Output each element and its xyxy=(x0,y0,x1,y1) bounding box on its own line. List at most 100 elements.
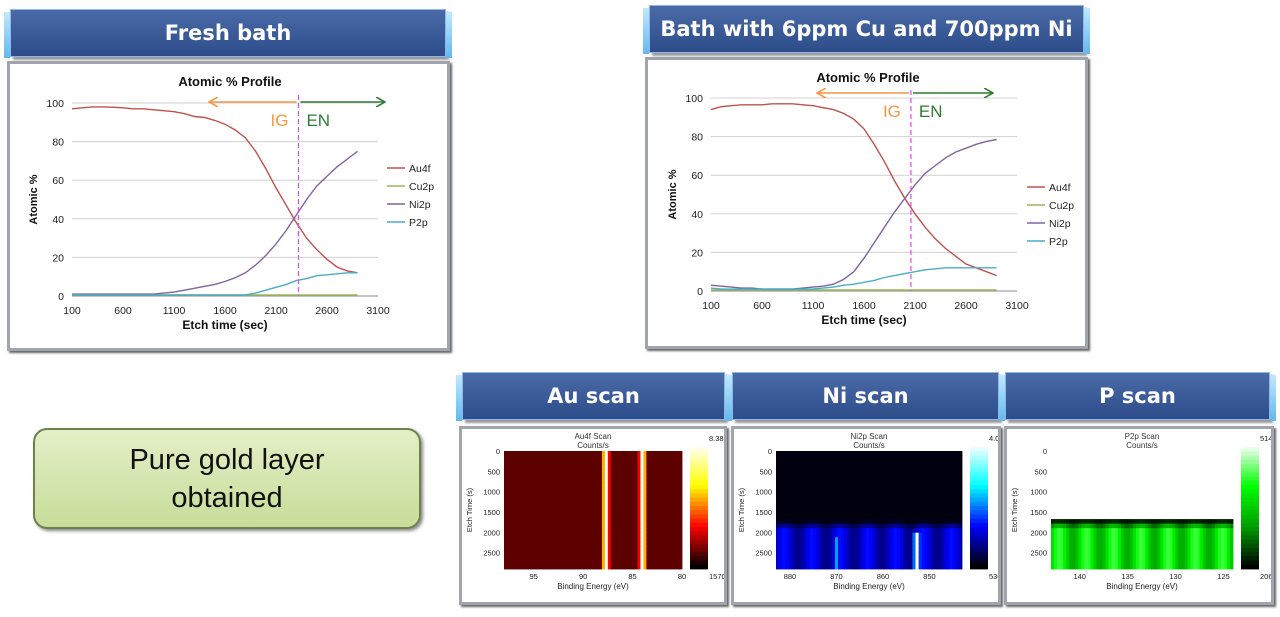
heatmap-cell xyxy=(1208,460,1213,466)
heatmap-cell xyxy=(1108,455,1113,461)
heatmap-cell xyxy=(557,550,561,556)
heatmap-cell xyxy=(578,478,582,484)
heatmap-cell xyxy=(844,464,848,470)
heatmap-cell xyxy=(634,500,638,506)
heatmap-cell xyxy=(924,546,929,552)
heatmap-cell xyxy=(533,546,538,552)
heatmap-cell xyxy=(1123,491,1128,497)
heatmap-cell xyxy=(1072,451,1076,456)
heatmap-cell xyxy=(628,500,632,506)
heatmap-cell xyxy=(584,487,588,493)
heatmap-cell xyxy=(813,473,817,479)
heatmap-cell xyxy=(1157,469,1161,475)
y-tick-label: 100 xyxy=(685,93,703,105)
colorbar-segment xyxy=(690,459,708,465)
heatmap-cell xyxy=(533,487,538,493)
heatmap-cell xyxy=(949,455,954,461)
heatmap-cell xyxy=(927,528,932,534)
heatmap-cell xyxy=(551,460,555,466)
heatmap-cell xyxy=(661,555,665,561)
heatmap-cell xyxy=(1063,473,1067,479)
heatmap-cell xyxy=(569,519,573,525)
heatmap-cell xyxy=(1072,455,1076,461)
heatmap-cell xyxy=(822,555,826,561)
heatmap-cell xyxy=(803,555,808,561)
heatmap-cell xyxy=(581,464,585,470)
heatmap-cell xyxy=(1196,487,1201,493)
heatmap-cell xyxy=(776,469,780,475)
heatmap-cell xyxy=(1126,523,1131,529)
heatmap-cell xyxy=(1166,455,1170,461)
heatmap-cell xyxy=(918,500,923,506)
heatmap-cell xyxy=(1102,528,1106,534)
heatmap-cell xyxy=(887,455,892,461)
heatmap-cell xyxy=(958,491,963,497)
heatmap-cell xyxy=(884,519,888,525)
heatmap-cell xyxy=(853,455,857,461)
heatmap-cell xyxy=(1190,546,1194,552)
heatmap-cell xyxy=(515,532,520,538)
heatmap-cell xyxy=(646,478,650,484)
heatmap-cell xyxy=(652,451,656,456)
heatmap-cell xyxy=(921,519,926,525)
heatmap-cell xyxy=(1154,546,1158,552)
heatmap-cell xyxy=(652,510,656,515)
series-line-au4f xyxy=(71,106,358,274)
heatmap-cell xyxy=(679,555,683,561)
heatmap-cell xyxy=(918,550,923,556)
heatmap-cell xyxy=(1187,541,1191,547)
heatmap-cell xyxy=(1193,496,1197,502)
heatmap-cell xyxy=(1187,469,1191,475)
heatmap-cell xyxy=(1142,451,1146,456)
heatmap-cell xyxy=(1051,523,1055,529)
heatmap-cell xyxy=(595,523,600,529)
heatmap-cell xyxy=(1223,564,1228,570)
heatmap-cell xyxy=(869,469,873,475)
heatmap-cell xyxy=(518,514,523,520)
heatmap-cell xyxy=(625,482,629,488)
heatmap-cell xyxy=(884,500,888,506)
heatmap-cell xyxy=(1060,559,1064,565)
x-tick-label: 135 xyxy=(1121,572,1134,581)
heatmap-cell xyxy=(628,478,632,484)
heatmap-cell xyxy=(628,473,632,479)
heatmap-cell xyxy=(1160,500,1164,506)
heatmap-cell xyxy=(875,514,879,520)
heatmap-cell xyxy=(785,559,789,565)
heatmap-cell xyxy=(838,564,842,570)
heatmap-cell xyxy=(610,455,615,461)
heatmap-cell xyxy=(521,541,526,547)
heatmap-cell xyxy=(670,491,674,497)
heatmap-cell xyxy=(676,487,680,493)
heatmap-cell xyxy=(601,473,606,479)
heatmap-cell xyxy=(1069,469,1073,475)
heatmap-cell xyxy=(593,451,597,456)
heatmap-cell xyxy=(679,505,683,511)
heatmap-cell xyxy=(1084,564,1088,570)
heatmap-cell xyxy=(1075,550,1079,556)
heatmap-cell xyxy=(652,546,656,552)
heatmap-cell xyxy=(912,500,916,506)
heatmap-cell xyxy=(872,550,876,556)
heatmap-cell xyxy=(527,464,532,470)
heatmap-cell xyxy=(1138,537,1143,543)
heatmap-cell xyxy=(1078,528,1082,534)
heatmap-cell xyxy=(915,482,919,488)
heatmap-cell xyxy=(1084,514,1088,520)
heatmap-cell xyxy=(1090,460,1094,466)
heatmap-cell xyxy=(884,510,888,515)
heatmap-cell xyxy=(865,550,870,556)
heatmap-cell xyxy=(530,546,535,552)
heatmap-cell xyxy=(958,451,963,456)
heatmap-cell xyxy=(782,528,786,534)
heatmap-cell xyxy=(637,469,641,475)
heatmap-cell xyxy=(673,460,677,466)
heatmap-cell xyxy=(952,528,957,534)
heatmap-cell xyxy=(906,559,910,565)
heatmap-cell xyxy=(816,528,820,534)
heatmap-cell xyxy=(1138,464,1143,470)
heatmap-cell xyxy=(828,510,833,515)
heatmap-cell xyxy=(918,528,923,534)
heatmap-cell xyxy=(601,550,606,556)
heatmap-cell xyxy=(1060,469,1064,475)
